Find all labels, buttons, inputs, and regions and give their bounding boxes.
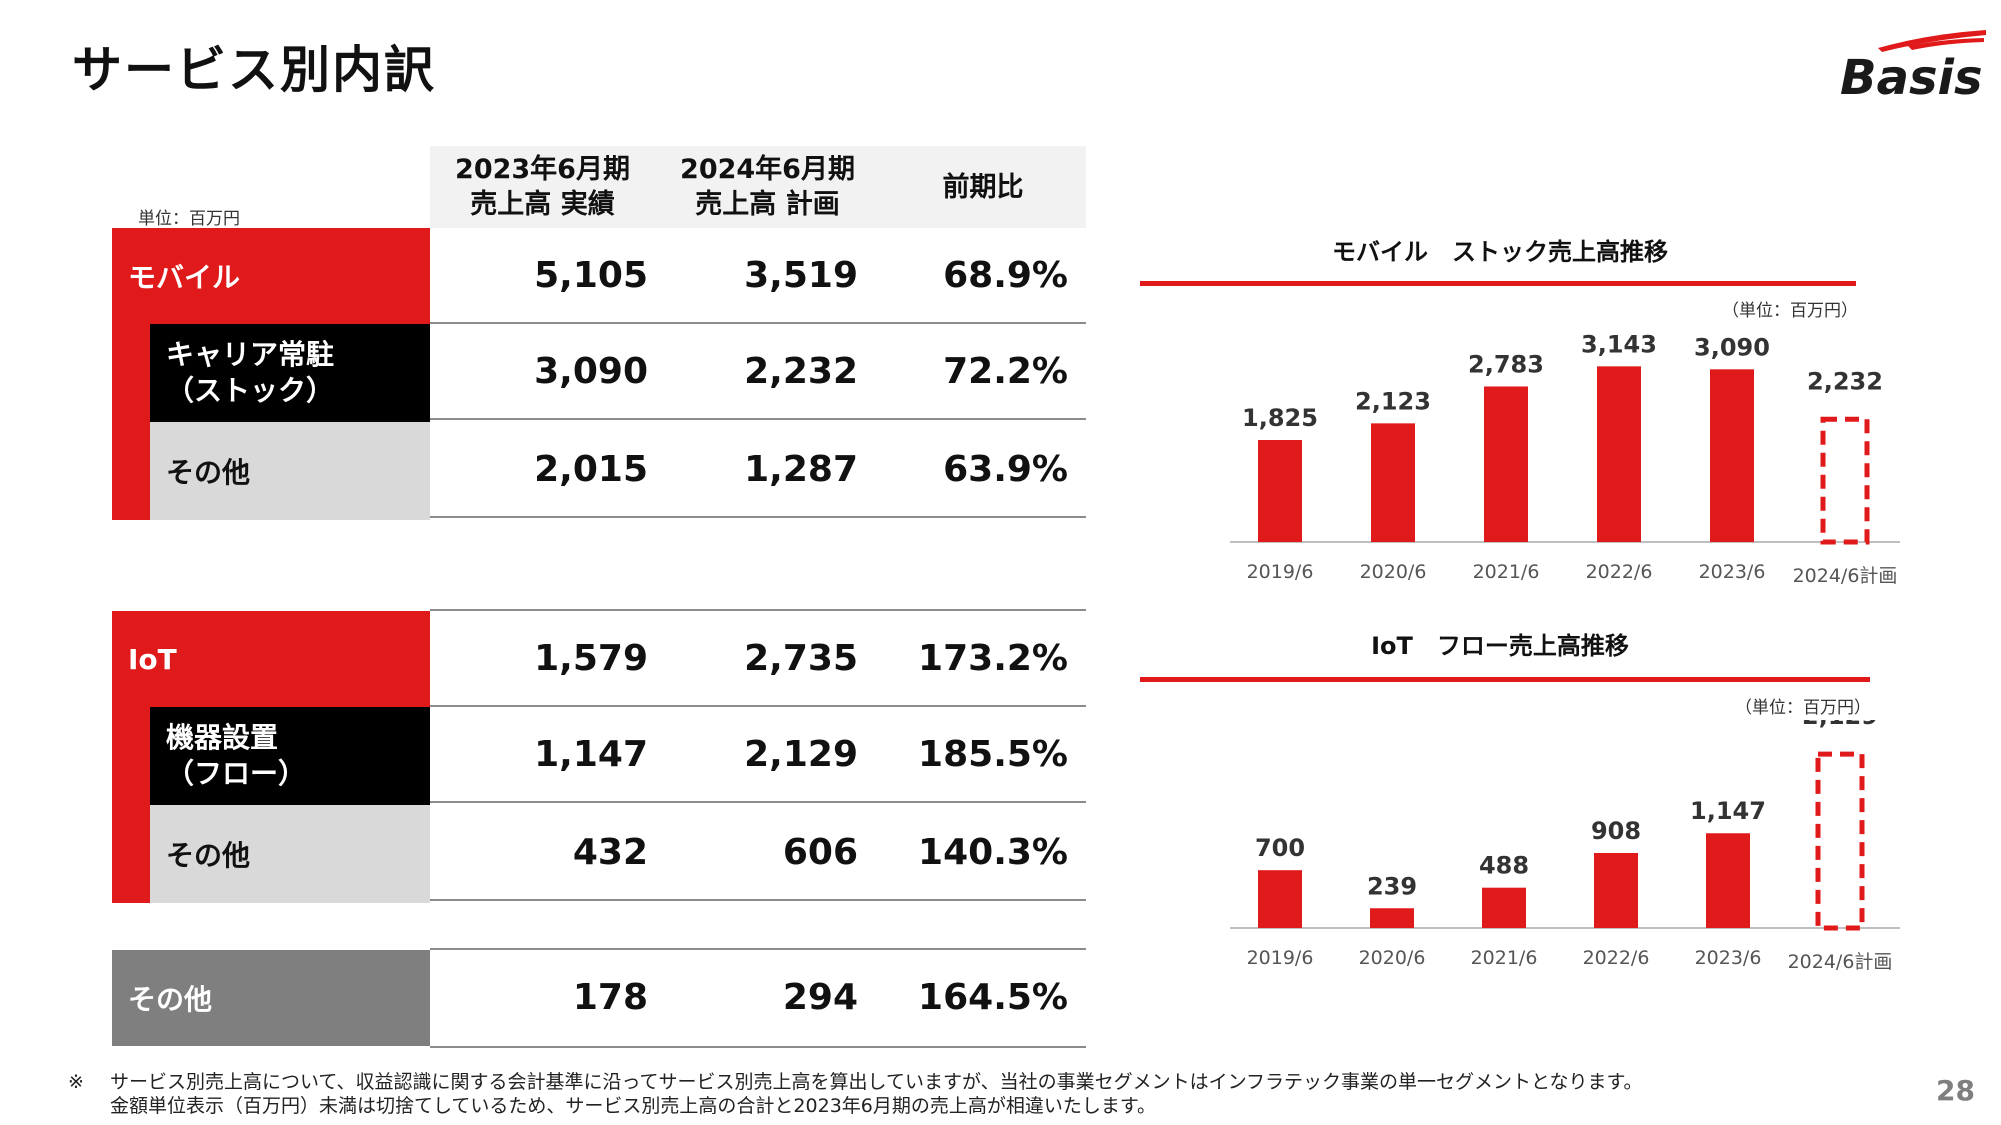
bar-2023/6 (1710, 369, 1754, 542)
data-label: 239 (1367, 872, 1417, 900)
bar-2019/6 (1258, 870, 1302, 928)
chart-unit-iot: （単位：百万円） (1735, 698, 1871, 718)
bar-2021/6 (1484, 386, 1528, 542)
table-row-mobile: 5,105 3,519 68.9% (430, 228, 1086, 324)
cell-2024: 294 (782, 976, 858, 1018)
data-label: 2,783 (1468, 350, 1544, 378)
cell-yoy: 68.9% (943, 254, 1068, 296)
x-tick-label: 2022/6 (1583, 947, 1650, 969)
category-iot: IoT (128, 642, 177, 676)
data-label: 488 (1479, 852, 1529, 880)
x-tick-label: 2022/6 (1586, 561, 1653, 583)
cell-yoy: 63.9% (943, 448, 1068, 490)
bar-2021/6 (1482, 887, 1526, 928)
page-number: 28 (1936, 1074, 1975, 1107)
cell-2023: 1,147 (534, 733, 648, 775)
x-tick-label: 2023/6 (1695, 947, 1762, 969)
cell-2023: 3,090 (534, 350, 648, 392)
category-iot-other: その他 (150, 805, 430, 903)
cell-2023: 178 (572, 976, 648, 1018)
x-tick-label: 2023/6 (1699, 561, 1766, 583)
bar-2024/6計画 (1820, 416, 1870, 545)
cell-yoy: 173.2% (918, 637, 1068, 679)
table-row-carrier: 3,090 2,232 72.2% (430, 324, 1086, 420)
data-label: 1,825 (1242, 404, 1318, 432)
footnote-line-2: 金額単位表示（百万円）未満は切捨てしているため、サービス別売上高の合計と2023… (110, 1095, 1156, 1117)
chart-title-mobile: モバイル ストック売上高推移 (1332, 238, 1668, 266)
data-label: 3,143 (1581, 330, 1657, 358)
chart-mobile-stock: 1,825 2019/6 2,123 2020/6 2,783 2021/6 3,143 20… (1230, 330, 1900, 587)
data-label: 1,147 (1690, 797, 1766, 825)
header-yoy: 前期比 (880, 146, 1086, 228)
data-label: 3,090 (1694, 333, 1770, 361)
x-tick-label: 2020/6 (1359, 947, 1426, 969)
cell-yoy: 72.2% (943, 350, 1068, 392)
chart-divider (1140, 281, 1856, 286)
table-row-iot-other: 432 606 140.3% (430, 805, 1086, 901)
unit-label: 単位：百万円 (138, 209, 240, 229)
cell-2023: 1,579 (534, 637, 648, 679)
logo-text: Basis (1840, 50, 1983, 100)
cell-2024: 2,129 (744, 733, 858, 775)
bar-2023/6 (1706, 833, 1750, 928)
x-tick-label: 2020/6 (1360, 561, 1427, 583)
category-mobile-other: その他 (150, 422, 430, 520)
bar-2020/6 (1371, 423, 1415, 542)
data-label: 700 (1255, 834, 1305, 862)
table-row-mobile-other: 2,015 1,287 63.9% (430, 422, 1086, 518)
footnote-mark: ※ (68, 1071, 84, 1093)
bar-2022/6 (1597, 366, 1641, 542)
footnote: ※ サービス別売上高について、収益認識に関する会計基準に沿ってサービス別売上高を… (68, 1070, 1848, 1118)
data-label: 2,232 (1807, 367, 1883, 395)
category-mobile: モバイル (128, 261, 241, 294)
data-label: 2,123 (1355, 387, 1431, 415)
category-carrier-stock: キャリア常駐 （ストック） (150, 324, 430, 422)
cell-2023: 432 (572, 831, 648, 873)
category-device-flow: 機器設置 （フロー） (150, 707, 430, 805)
bar-2022/6 (1594, 852, 1638, 928)
table-row-device: 1,147 2,129 185.5% (430, 707, 1086, 803)
data-label: 908 (1591, 817, 1641, 845)
bar-2024/6計画 (1815, 751, 1865, 931)
cell-yoy: 164.5% (918, 976, 1068, 1018)
page-title: サービス別内訳 (72, 41, 436, 99)
cell-2024: 3,519 (744, 254, 858, 296)
bar-2020/6 (1370, 908, 1414, 928)
cell-2024: 606 (782, 831, 858, 873)
cell-yoy: 140.3% (918, 831, 1068, 873)
chart-title-iot: IoT フロー売上高推移 (1371, 632, 1629, 660)
x-tick-label: 2019/6 (1247, 947, 1314, 969)
basis-logo: Basis (1838, 24, 1988, 106)
cell-2023: 2,015 (534, 448, 648, 490)
header-2024-plan: 2024年6月期 売上高 計画 (655, 146, 880, 228)
chart-divider (1140, 677, 1870, 682)
header-2023-actual: 2023年6月期 売上高 実績 (430, 146, 655, 228)
x-tick-label: 2021/6 (1473, 561, 1540, 583)
x-tick-label: 2024/6計画 (1793, 565, 1898, 587)
cell-2024: 2,735 (744, 637, 858, 679)
table-row-iot: 1,579 2,735 173.2% (430, 609, 1086, 707)
cell-2024: 1,287 (744, 448, 858, 490)
bar-2019/6 (1258, 440, 1302, 542)
x-tick-label: 2019/6 (1247, 561, 1314, 583)
cell-yoy: 185.5% (918, 733, 1068, 775)
x-tick-label: 2024/6計画 (1788, 951, 1893, 973)
chart-unit-mobile: （単位：百万円） (1722, 301, 1858, 321)
cell-2024: 2,232 (744, 350, 858, 392)
footnote-line-1: サービス別売上高について、収益認識に関する会計基準に沿ってサービス別売上高を算出… (110, 1071, 1643, 1093)
chart-iot-flow: 700 2019/6 239 2020/6 488 2021/6 908 2022/6 1,14… (1230, 720, 1900, 973)
x-tick-label: 2021/6 (1471, 947, 1538, 969)
cell-2023: 5,105 (534, 254, 648, 296)
category-other: その他 (112, 950, 430, 1046)
data-label: 2,129 (1802, 720, 1878, 730)
table-row-other: 178 294 164.5% (430, 948, 1086, 1048)
